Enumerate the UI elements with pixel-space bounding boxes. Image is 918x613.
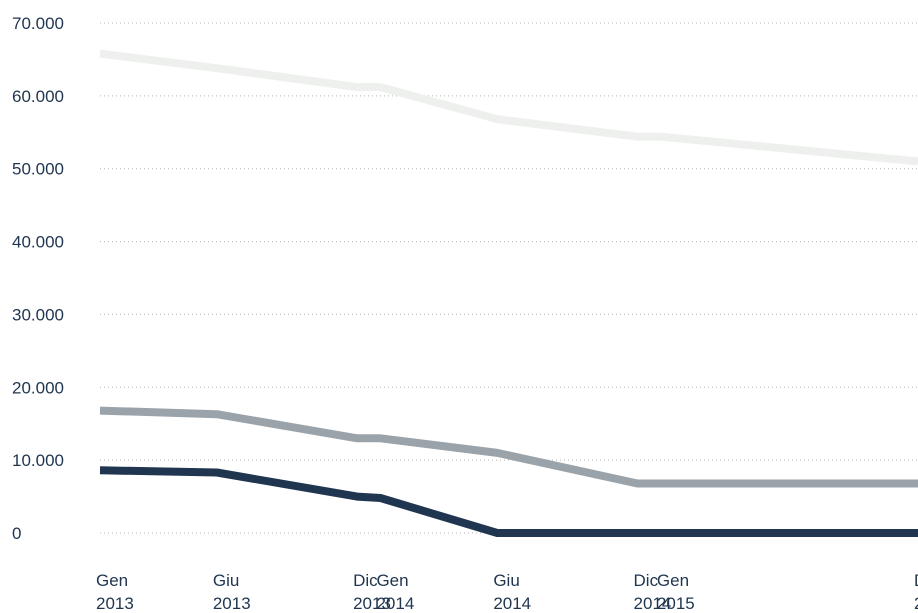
x-tick-label: Gen 2014 <box>376 571 414 613</box>
x-tick-label: Dic 2013 <box>353 571 391 613</box>
y-tick-label: 30.000 <box>12 305 64 324</box>
x-tick-year: 2014 <box>493 594 531 613</box>
x-tick-label: Dic 2015 <box>914 571 918 613</box>
y-tick-label: 20.000 <box>12 378 64 397</box>
gridlines <box>100 22 918 534</box>
x-tick-label: Gen 2015 <box>657 571 695 613</box>
y-tick-label: 60.000 <box>12 87 64 106</box>
x-tick-month: Gen <box>657 571 689 590</box>
x-tick-label: Giu 2013 <box>213 571 251 613</box>
series-line-3 <box>99 466 918 537</box>
x-tick-month: Dic <box>353 571 378 590</box>
x-axis-tick-labels: Gen 2013 Giu 2013 Dic 2013 Gen 2014 Giu 2014 Dic 20… <box>96 571 918 613</box>
x-tick-month: Giu <box>213 571 239 590</box>
y-tick-label: 40.000 <box>12 233 64 252</box>
x-tick-year: 2015 <box>657 594 695 613</box>
x-tick-year: 2015 <box>914 594 918 613</box>
x-tick-month: Dic <box>914 571 918 590</box>
x-tick-month: Dic <box>634 571 659 590</box>
series-line-1 <box>99 49 918 166</box>
x-tick-month: Gen <box>376 571 408 590</box>
x-tick-year: 2013 <box>353 594 391 613</box>
x-tick-year: 2013 <box>213 594 251 613</box>
series-line-2 <box>99 406 918 488</box>
x-tick-month: Giu <box>493 571 519 590</box>
series-lines <box>99 49 918 537</box>
x-tick-label: Dic 2014 <box>634 571 672 613</box>
x-tick-label: Giu 2014 <box>493 571 531 613</box>
y-tick-label: 10.000 <box>12 451 64 470</box>
x-tick-label: Gen 2013 <box>96 571 134 613</box>
y-tick-label: 70.000 <box>12 14 64 33</box>
y-axis-tick-labels: 0 10.000 20.000 30.000 40.000 50.000 60.000 70.… <box>12 14 64 543</box>
y-tick-label: 0 <box>12 524 21 543</box>
x-tick-year: 2014 <box>376 594 414 613</box>
x-tick-month: Gen <box>96 571 128 590</box>
y-tick-label: 50.000 <box>12 160 64 179</box>
x-tick-year: 2013 <box>96 594 134 613</box>
x-tick-year: 2014 <box>634 594 672 613</box>
